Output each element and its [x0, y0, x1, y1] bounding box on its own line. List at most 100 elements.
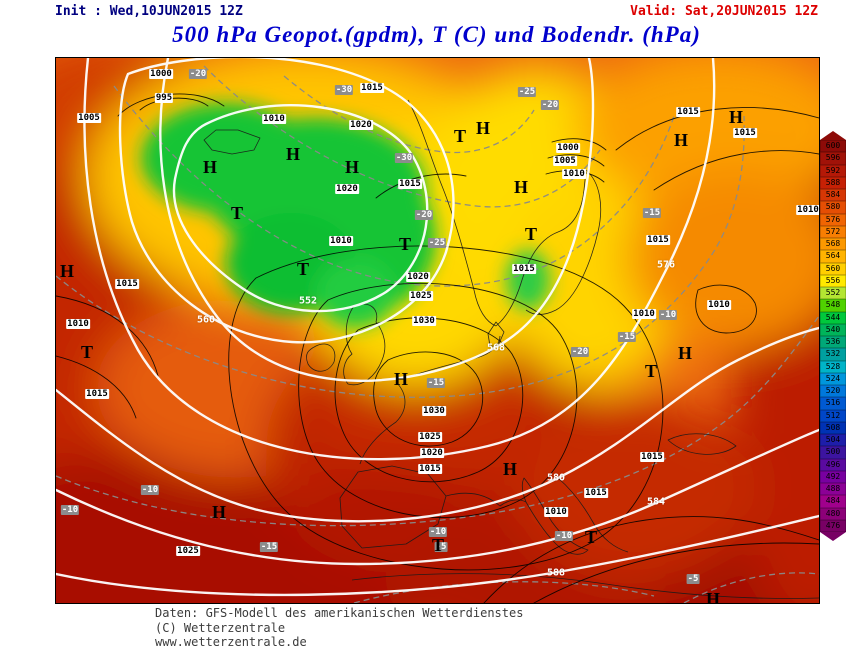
- pressure-label: 1025: [418, 432, 442, 442]
- geopotential-label: 580: [546, 472, 566, 484]
- pressure-center: T: [524, 224, 538, 244]
- pressure-center: H: [59, 261, 75, 281]
- pressure-label: 1020: [420, 448, 444, 458]
- pressure-center: H: [673, 130, 689, 150]
- legend-entry: 592: [820, 164, 846, 177]
- geopotential-label: 576: [656, 259, 676, 271]
- legend-entry: 508: [820, 421, 846, 434]
- legend-entry: 568: [820, 238, 846, 251]
- pressure-label: 1010: [544, 507, 568, 517]
- pressure-label: 1015: [398, 179, 422, 189]
- legend-entry: 496: [820, 458, 846, 471]
- pressure-label: 1015: [418, 464, 442, 474]
- temperature-label: -10: [428, 527, 448, 537]
- legend-entry: 500: [820, 446, 846, 459]
- temperature-label: -5: [434, 542, 448, 552]
- legend-entry: 492: [820, 470, 846, 483]
- coastlines: [203, 99, 819, 599]
- pressure-label: 1015: [85, 389, 109, 399]
- legend-entry: 560: [820, 262, 846, 275]
- temperature-label: -10: [658, 310, 678, 320]
- legend-entry: 584: [820, 189, 846, 202]
- legend-entry: 576: [820, 213, 846, 226]
- legend-entry: 532: [820, 348, 846, 361]
- legend-entry: 596: [820, 152, 846, 165]
- map-label-layer: 1000 995 1005 1010 1015 1020 1020 1015 1000 1005 1…: [56, 58, 819, 603]
- temperature-label: -25: [517, 87, 537, 97]
- chart-header: Init : Wed,10JUN2015 12Z Valid: Sat,20JU…: [55, 4, 818, 19]
- footer-data-source: Daten: GFS-Modell des amerikanischen Wet…: [155, 606, 524, 620]
- pressure-label: 1020: [335, 184, 359, 194]
- pressure-center: H: [513, 177, 529, 197]
- legend-scale: 600 596 592 588 584 580 576 572 568 564 560 556 552 5…: [820, 140, 846, 532]
- temperature-label: -15: [259, 542, 279, 552]
- pressure-center: T: [80, 342, 94, 362]
- legend-entry: 544: [820, 311, 846, 324]
- pressure-center: T: [431, 535, 445, 555]
- footer-copyright: (C) Wetterzentrale: [155, 620, 286, 635]
- temperature-label: -10: [60, 505, 80, 515]
- legend-entry: 540: [820, 323, 846, 336]
- pressure-center: H: [202, 157, 218, 177]
- geopotential-label: 560: [196, 314, 216, 326]
- temperature-label: -15: [426, 378, 446, 388]
- legend-entry: 556: [820, 274, 846, 287]
- pressure-center: H: [728, 107, 744, 127]
- pressure-label: 995: [154, 93, 174, 103]
- legend-entry: 600: [820, 140, 846, 153]
- pressure-label: 1015: [676, 107, 700, 117]
- legend-entry: 524: [820, 372, 846, 385]
- legend-entry: 552: [820, 287, 846, 300]
- legend-entry: 588: [820, 176, 846, 189]
- chart-title: 500 hPa Geopot.(gpdm), T (C) und Bodendr…: [172, 22, 701, 47]
- pressure-center: H: [211, 502, 227, 522]
- pressure-label: 1010: [262, 114, 286, 124]
- pressure-label: 1010: [796, 205, 819, 215]
- pressure-center: H: [285, 144, 301, 164]
- pressure-center: H: [393, 369, 409, 389]
- legend-entry: 488: [820, 483, 846, 496]
- pressure-label: 1000: [556, 143, 580, 153]
- legend-entry: 484: [820, 495, 846, 508]
- valid-time: Valid: Sat,20JUN2015 12Z: [630, 4, 818, 19]
- pressure-label: 1030: [422, 406, 446, 416]
- pressure-center: H: [502, 459, 518, 479]
- pressure-label: 1005: [77, 113, 101, 123]
- footer-website: www.wetterzentrale.de: [155, 635, 307, 649]
- temperature-label: -15: [617, 332, 637, 342]
- temperature-label: -20: [414, 210, 434, 220]
- pressure-label: 1020: [406, 272, 430, 282]
- pressure-label: 1015: [512, 264, 536, 274]
- pressure-center: T: [230, 203, 244, 223]
- init-time: Init : Wed,10JUN2015 12Z: [55, 4, 243, 19]
- pressure-label: 1000: [149, 69, 173, 79]
- temperature-label: -30: [334, 85, 354, 95]
- pressure-label: 1025: [409, 291, 433, 301]
- legend-entry: 516: [820, 397, 846, 410]
- legend-entry: 564: [820, 250, 846, 263]
- pressure-label: 1020: [349, 120, 373, 130]
- pressure-label: 1015: [646, 235, 670, 245]
- pressure-center: T: [453, 126, 467, 146]
- pressure-center: T: [398, 234, 412, 254]
- legend-entry: 572: [820, 225, 846, 238]
- temperature-label: -30: [394, 153, 414, 163]
- legend-arrow-down-icon: [820, 532, 846, 541]
- pressure-label: 1025: [176, 546, 200, 556]
- pressure-center: H: [677, 343, 693, 363]
- geopotential-label: 568: [486, 342, 506, 354]
- pressure-label: 1010: [66, 319, 90, 329]
- temperature-label: -10: [554, 531, 574, 541]
- legend-entry: 580: [820, 201, 846, 214]
- footer: Daten: GFS-Modell des amerikanischen Wet…: [155, 606, 523, 650]
- temperature-label: -20: [570, 347, 590, 357]
- geopotential-label: 584: [646, 496, 666, 508]
- legend-entry: 536: [820, 336, 846, 349]
- geopotential-label: 552: [298, 295, 318, 307]
- geopotential-contours: [56, 58, 819, 597]
- legend-entry: 528: [820, 360, 846, 373]
- legend-entry: 504: [820, 434, 846, 447]
- pressure-label: 1015: [584, 488, 608, 498]
- pressure-label: 1010: [707, 300, 731, 310]
- weather-map: 1000 995 1005 1010 1015 1020 1020 1015 1000 1005 1…: [55, 57, 820, 604]
